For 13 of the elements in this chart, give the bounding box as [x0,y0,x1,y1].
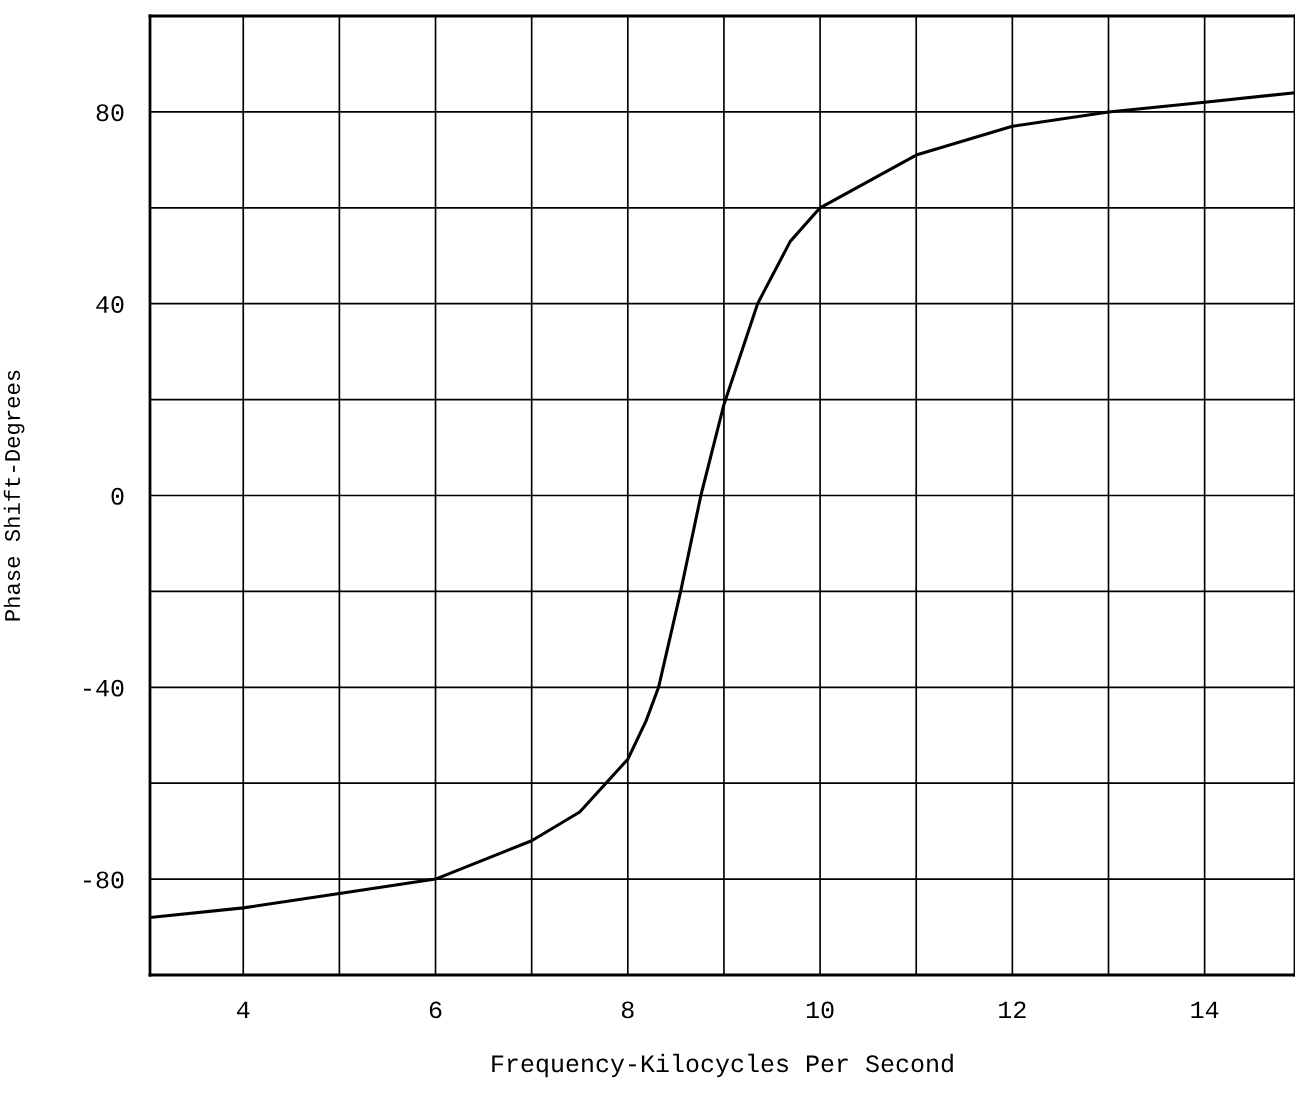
y-tick-label: -40 [84,679,124,697]
x-tick-label: 4 [237,1001,250,1019]
x-tick-label: 12 [999,1001,1026,1019]
y-tick-label: 80 [96,104,124,122]
x-tick-label: 14 [1191,1001,1219,1019]
x-tick-label: 6 [429,1001,442,1019]
x-tick-label: 8 [621,1001,634,1019]
y-tick-label: 0 [111,487,124,505]
y-tick-label: -80 [84,871,124,889]
x-tick-label: 10 [806,1001,834,1019]
x-axis-title: Frequency-Kilocycles Per Second [492,1053,953,1078]
y-tick-label: 40 [96,296,124,313]
y-axis-title: Phase Shift-Degrees [3,370,25,621]
